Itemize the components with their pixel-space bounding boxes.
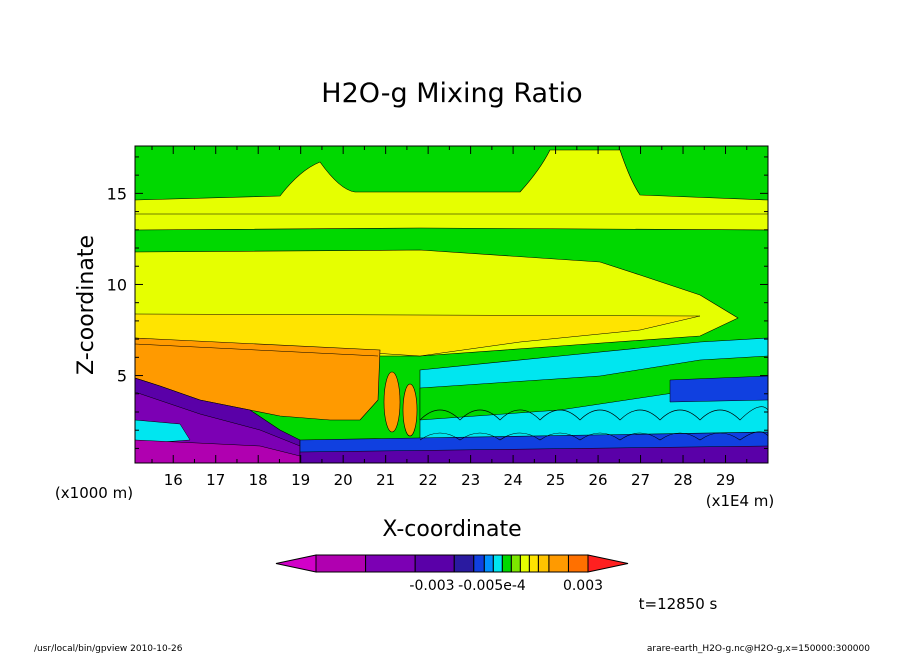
colorbar-min-triangle bbox=[275, 554, 317, 573]
colorbar-segment bbox=[365, 554, 416, 573]
colorbar-segment bbox=[510, 554, 521, 573]
y-axis-ticks: 5 10 15 bbox=[107, 156, 768, 449]
y-tick-label: 15 bbox=[107, 184, 127, 203]
x-axis-label: X-coordinate bbox=[382, 517, 521, 542]
x-tick-label: 25 bbox=[546, 471, 565, 489]
y-axis-label: Z-coordinate bbox=[74, 235, 99, 375]
x-tick-label: 24 bbox=[504, 471, 523, 489]
x-tick-label: 23 bbox=[461, 471, 480, 489]
colorbar-segment bbox=[315, 554, 367, 573]
colorbar-tick-label: -0.003 bbox=[409, 578, 454, 594]
x-tick-label: 20 bbox=[334, 471, 353, 489]
contour-field bbox=[135, 146, 768, 463]
x-tick-label: 17 bbox=[206, 471, 225, 489]
colorbar-segment bbox=[537, 554, 550, 573]
plot-frame bbox=[134, 145, 769, 464]
colorbar-tick-label: 0.003 bbox=[563, 578, 603, 594]
x-tick-label: 22 bbox=[419, 471, 438, 489]
chart-title: H2O-g Mixing Ratio bbox=[321, 78, 582, 109]
footer-left: /usr/local/bin/gpview 2010-10-26 bbox=[34, 644, 183, 654]
colorbar-segment bbox=[453, 554, 475, 573]
x-tick-label: 26 bbox=[589, 471, 608, 489]
y-unit-label: (x1000 m) bbox=[55, 484, 133, 502]
colorbar-labels: -0.003 -0.005e-4 0.003 bbox=[409, 578, 603, 594]
x-tick-label: 16 bbox=[164, 471, 183, 489]
colorbar-segment bbox=[567, 554, 589, 573]
x-tick-label: 28 bbox=[673, 471, 692, 489]
colorbar-segment bbox=[501, 554, 512, 573]
footer-right: arare-earth_H2O-g.nc@H2O-g,x=150000:3000… bbox=[647, 644, 870, 654]
colorbar-segment bbox=[473, 554, 485, 573]
y-tick-label: 10 bbox=[107, 275, 127, 294]
colorbar bbox=[275, 554, 629, 573]
time-label: t=12850 s bbox=[639, 595, 718, 613]
colorbar-segment bbox=[483, 554, 494, 573]
x-tick-label: 18 bbox=[249, 471, 268, 489]
x-tick-label: 29 bbox=[716, 471, 735, 489]
colorbar-segment bbox=[519, 554, 530, 573]
x-tick-label: 21 bbox=[376, 471, 395, 489]
y-tick-label: 5 bbox=[117, 367, 127, 386]
colorbar-tick-label: -0.005e-4 bbox=[458, 578, 526, 594]
colorbar-segment bbox=[414, 554, 455, 573]
x-axis-ticks: 16 17 18 19 20 21 22 23 24 25 26 27 28 29 bbox=[151, 146, 748, 489]
colorbar-segment bbox=[528, 554, 539, 573]
colorbar-segment bbox=[492, 554, 503, 573]
x-tick-label: 27 bbox=[631, 471, 650, 489]
colorbar-segment bbox=[548, 554, 569, 573]
x-tick-label: 19 bbox=[291, 471, 310, 489]
colorbar-max-triangle bbox=[587, 554, 629, 573]
x-unit-label: (x1E4 m) bbox=[706, 492, 775, 510]
